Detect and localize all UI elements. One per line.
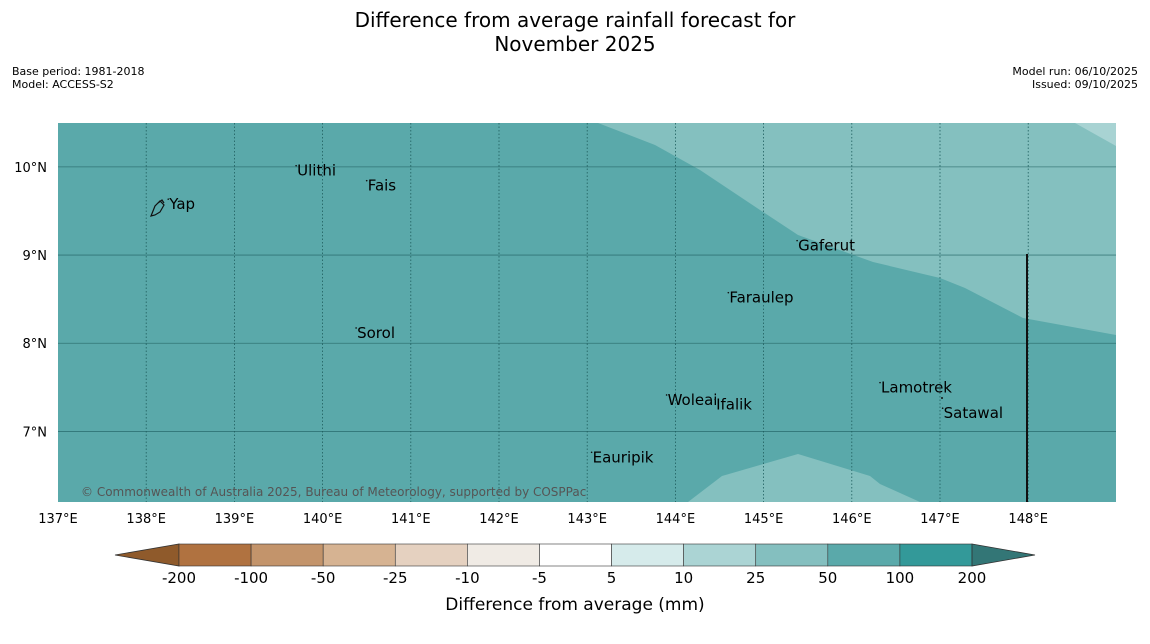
colorbar-segment xyxy=(611,543,684,567)
lon-tick-label: 141°E xyxy=(391,512,431,527)
island-marker xyxy=(590,451,593,454)
colorbar-segment xyxy=(322,543,396,567)
lon-tick-label: 146°E xyxy=(832,512,872,527)
colorbar-segment xyxy=(250,543,324,567)
lat-tick-label: 10°N xyxy=(14,161,47,176)
island-marker xyxy=(941,407,944,410)
island-marker xyxy=(796,239,798,242)
island-dot xyxy=(941,397,943,399)
lon-tick-label: 139°E xyxy=(215,512,255,527)
lon-tick-label: 142°E xyxy=(479,512,519,527)
rainfall-band-25-50 xyxy=(598,123,1116,335)
colorbar-tick-label: -100 xyxy=(234,569,268,587)
lon-tick-label: 144°E xyxy=(656,512,696,527)
colorbar: -200 -100 -50 -25 -10 -5 5 10 25 50 100 200 xyxy=(114,543,1036,587)
colorbar-extend-low xyxy=(114,543,180,567)
yap-island-outline xyxy=(150,199,165,217)
colorbar-segment xyxy=(899,543,973,567)
rainfall-band-25-50-south xyxy=(688,454,920,502)
place-label-ulithi: Ulithi xyxy=(297,162,336,180)
colorbar-extend-high xyxy=(971,543,1036,567)
info-left: Base period: 1981-2018 Model: ACCESS-S2 xyxy=(12,65,144,91)
colorbar-tick-label: 5 xyxy=(607,569,617,587)
island-marker xyxy=(879,381,881,384)
colorbar-segment xyxy=(178,543,252,567)
island-marker xyxy=(665,394,668,396)
map-area: Yap Ulithi Fais Gaferut Faraulep Sorol WoleaiI… xyxy=(58,123,1116,502)
lon-tick-label: 140°E xyxy=(303,512,343,527)
colorbar-tick-label: 50 xyxy=(818,569,837,587)
place-label-satawal: Satawal xyxy=(944,404,1003,422)
colorbar-tick-label: -200 xyxy=(162,569,196,587)
colorbar-segment xyxy=(827,543,901,567)
colorbar-tick-label: 100 xyxy=(886,569,915,587)
lon-tick-label: 148°E xyxy=(1008,512,1048,527)
chart-title: Difference from average rainfall forecas… xyxy=(0,8,1150,56)
lon-tick-label: 137°E xyxy=(38,512,78,527)
colorbar-segment xyxy=(467,543,540,567)
lon-tick-label: 143°E xyxy=(567,512,607,527)
colorbar-segment xyxy=(394,543,468,567)
lon-tick-label: 138°E xyxy=(126,512,166,527)
place-label-fais: Fais xyxy=(368,177,397,195)
place-label-woleai: Woleai xyxy=(668,391,718,409)
lat-tick-label: 9°N xyxy=(23,249,48,264)
island-marker xyxy=(355,327,357,329)
place-label-eauripik: Eauripik xyxy=(593,448,654,466)
place-label-sorol: Sorol xyxy=(357,324,395,342)
colorbar-tick-label: -50 xyxy=(311,569,336,587)
place-labels: Yap Ulithi Fais Gaferut Faraulep Sorol WoleaiI… xyxy=(167,162,1003,466)
rainfall-band-10-25 xyxy=(1075,123,1116,146)
colorbar-tick-label: -5 xyxy=(532,569,547,587)
colorbar-label: Difference from average (mm) xyxy=(445,595,704,615)
island-marker xyxy=(714,398,716,401)
base-period-text: Base period: 1981-2018 xyxy=(12,65,145,78)
colorbar-segment xyxy=(755,543,829,567)
title-line-2: November 2025 xyxy=(494,32,656,56)
place-label-gaferut: Gaferut xyxy=(798,237,855,255)
place-label-yap: Yap xyxy=(168,195,195,213)
latitude-tick-labels: 10°N 9°N 8°N 7°N xyxy=(14,161,47,441)
issued-text: Issued: 09/10/2025 xyxy=(1031,78,1138,91)
graticule xyxy=(58,123,1116,502)
model-text: Model: ACCESS-S2 xyxy=(12,78,114,91)
info-right: Model run: 06/10/2025 Issued: 09/10/2025 xyxy=(1012,65,1138,91)
island-marker xyxy=(727,291,730,294)
colorbar-tick-label: 10 xyxy=(674,569,693,587)
place-label-faraulep: Faraulep xyxy=(729,289,793,307)
colorbar-tick-label: 25 xyxy=(746,569,765,587)
lat-tick-label: 8°N xyxy=(23,337,48,352)
lon-tick-label: 147°E xyxy=(920,512,960,527)
colorbar-tick-label: 200 xyxy=(958,569,987,587)
island-marker xyxy=(295,164,297,167)
colorbar-segment xyxy=(683,543,757,567)
colorbar-tick-label: -25 xyxy=(383,569,408,587)
island-marker xyxy=(365,179,368,182)
model-run-text: Model run: 06/10/2025 xyxy=(1012,65,1138,78)
copyright-text: © Commonwealth of Australia 2025, Bureau… xyxy=(81,485,586,499)
lat-tick-label: 7°N xyxy=(23,425,48,440)
place-label-lamotrek: Lamotrek xyxy=(881,379,952,397)
place-label-ifalik: Ifalik xyxy=(716,395,752,413)
lon-tick-label: 145°E xyxy=(744,512,784,527)
longitude-tick-labels: 137°E 138°E 139°E 140°E 141°E 142°E 143°E 144°E… xyxy=(38,512,1048,527)
island-marker xyxy=(167,198,170,200)
colorbar-segment xyxy=(539,543,612,567)
title-line-1: Difference from average rainfall forecas… xyxy=(354,8,796,32)
colorbar-tick-label: -10 xyxy=(455,569,480,587)
